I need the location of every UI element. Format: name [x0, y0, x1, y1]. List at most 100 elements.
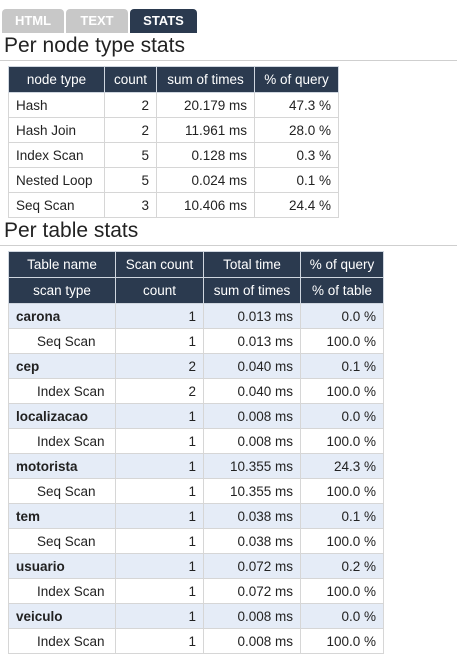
percent-cell: 0.1 %	[254, 167, 339, 193]
percent-query-cell: 0.0 %	[300, 403, 384, 429]
scan-count-cell: 1	[115, 603, 204, 629]
table-group-row: tem 1 0.038 ms 0.1 %	[8, 503, 384, 529]
table-subheader-row: scan type count sum of times % of table	[8, 277, 384, 304]
sum-cell: 20.179 ms	[156, 92, 255, 118]
percent-table-cell: 100.0 %	[300, 378, 384, 404]
sum-cell: 0.128 ms	[156, 142, 255, 168]
percent-table-cell: 100.0 %	[300, 528, 384, 554]
table-header-row: node type count sum of times % of query	[8, 66, 339, 93]
sum-cell: 0.013 ms	[203, 328, 301, 354]
node-type-stats-table: node type count sum of times % of query …	[8, 66, 339, 218]
sum-cell: 11.961 ms	[156, 117, 255, 143]
scan-type-cell: Index Scan	[8, 428, 116, 454]
percent-query-cell: 0.1 %	[300, 503, 384, 529]
node-type-cell: Hash Join	[8, 117, 105, 143]
percent-table-cell: 100.0 %	[300, 478, 384, 504]
scan-count-cell: 1	[115, 553, 204, 579]
table-row: Hash 2 20.179 ms 47.3 %	[8, 92, 339, 118]
sum-cell: 10.355 ms	[203, 478, 301, 504]
tab-html[interactable]: HTML	[2, 9, 64, 33]
column-subheader: scan type	[8, 277, 116, 304]
tab-text[interactable]: TEXT	[66, 9, 128, 33]
scan-type-cell: Index Scan	[8, 578, 116, 604]
scan-type-cell: Index Scan	[8, 628, 116, 654]
scan-type-cell: Index Scan	[8, 378, 116, 404]
total-time-cell: 0.038 ms	[203, 503, 301, 529]
total-time-cell: 0.040 ms	[203, 353, 301, 379]
table-header-row: Table name Scan count Total time % of qu…	[8, 251, 384, 278]
percent-query-cell: 0.0 %	[300, 303, 384, 329]
scan-row: Seq Scan 1 10.355 ms 100.0 %	[8, 478, 384, 504]
sum-cell: 0.072 ms	[203, 578, 301, 604]
count-cell: 2	[104, 117, 157, 143]
table-row: Index Scan 5 0.128 ms 0.3 %	[8, 142, 339, 168]
percent-cell: 24.4 %	[254, 192, 339, 218]
column-header: Total time	[203, 251, 301, 278]
table-group-row: usuario 1 0.072 ms 0.2 %	[8, 553, 384, 579]
count-cell: 2	[104, 92, 157, 118]
table-stats-title: Per table stats	[4, 219, 139, 242]
tab-bar: HTML TEXT STATS	[0, 0, 457, 33]
table-name-cell: veiculo	[8, 603, 116, 629]
scan-count-cell: 1	[115, 403, 204, 429]
tab-stats[interactable]: STATS	[130, 9, 197, 33]
sum-cell: 0.008 ms	[203, 428, 301, 454]
percent-cell: 47.3 %	[254, 92, 339, 118]
total-time-cell: 0.008 ms	[203, 403, 301, 429]
column-header: % of query	[300, 251, 384, 278]
count-cell: 5	[104, 142, 157, 168]
table-name-cell: usuario	[8, 553, 116, 579]
table-name-cell: tem	[8, 503, 116, 529]
percent-query-cell: 0.0 %	[300, 603, 384, 629]
percent-cell: 0.3 %	[254, 142, 339, 168]
count-cell: 1	[115, 578, 204, 604]
count-cell: 1	[115, 528, 204, 554]
table-group-row: carona 1 0.013 ms 0.0 %	[8, 303, 384, 329]
column-header: Scan count	[115, 251, 204, 278]
column-subheader: sum of times	[203, 277, 301, 304]
scan-type-cell: Seq Scan	[8, 478, 116, 504]
node-type-cell: Index Scan	[8, 142, 105, 168]
total-time-cell: 0.008 ms	[203, 603, 301, 629]
column-header: count	[104, 66, 157, 93]
sum-cell: 10.406 ms	[156, 192, 255, 218]
column-subheader: % of table	[300, 277, 384, 304]
percent-table-cell: 100.0 %	[300, 428, 384, 454]
count-cell: 2	[115, 378, 204, 404]
table-row: Seq Scan 3 10.406 ms 24.4 %	[8, 192, 339, 218]
column-header: % of query	[254, 66, 339, 93]
table-group-row: motorista 1 10.355 ms 24.3 %	[8, 453, 384, 479]
sum-cell: 0.008 ms	[203, 628, 301, 654]
sum-cell: 0.024 ms	[156, 167, 255, 193]
table-name-cell: cep	[8, 353, 116, 379]
percent-cell: 28.0 %	[254, 117, 339, 143]
table-row: Nested Loop 5 0.024 ms 0.1 %	[8, 167, 339, 193]
divider	[0, 245, 457, 246]
scan-row: Index Scan 1 0.008 ms 100.0 %	[8, 428, 384, 454]
scan-row: Index Scan 2 0.040 ms 100.0 %	[8, 378, 384, 404]
scan-type-cell: Seq Scan	[8, 528, 116, 554]
table-name-cell: carona	[8, 303, 116, 329]
total-time-cell: 0.072 ms	[203, 553, 301, 579]
scan-count-cell: 1	[115, 453, 204, 479]
column-header: node type	[8, 66, 105, 93]
count-cell: 1	[115, 328, 204, 354]
table-name-cell: motorista	[8, 453, 116, 479]
scan-count-cell: 1	[115, 503, 204, 529]
percent-query-cell: 0.2 %	[300, 553, 384, 579]
scan-row: Index Scan 1 0.008 ms 100.0 %	[8, 628, 384, 654]
column-header: sum of times	[156, 66, 255, 93]
count-cell: 5	[104, 167, 157, 193]
scan-row: Seq Scan 1 0.013 ms 100.0 %	[8, 328, 384, 354]
divider	[0, 60, 457, 61]
percent-query-cell: 24.3 %	[300, 453, 384, 479]
table-row: Hash Join 2 11.961 ms 28.0 %	[8, 117, 339, 143]
scan-type-cell: Seq Scan	[8, 328, 116, 354]
node-type-cell: Seq Scan	[8, 192, 105, 218]
table-group-row: veiculo 1 0.008 ms 0.0 %	[8, 603, 384, 629]
sum-cell: 0.038 ms	[203, 528, 301, 554]
scan-row: Index Scan 1 0.072 ms 100.0 %	[8, 578, 384, 604]
count-cell: 1	[115, 478, 204, 504]
table-group-row: localizacao 1 0.008 ms 0.0 %	[8, 403, 384, 429]
table-name-cell: localizacao	[8, 403, 116, 429]
